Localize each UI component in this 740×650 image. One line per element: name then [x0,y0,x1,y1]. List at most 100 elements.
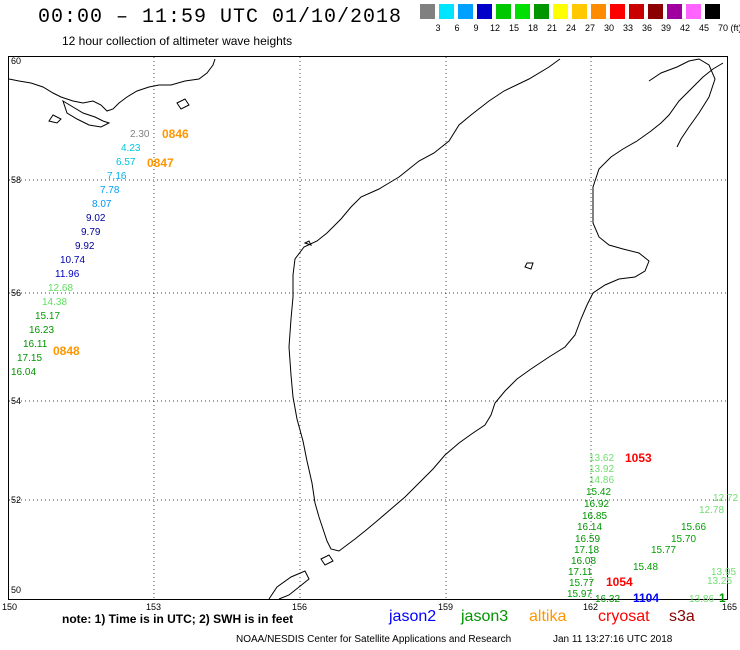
lon-label: 150 [2,602,18,612]
wave-height-label: 15.70 [671,534,697,545]
legend-label: 9 [473,23,479,33]
kamchatka-coastline [288,58,724,552]
wave-height-label: 15.66 [681,522,707,533]
legend-label: 42 [679,23,690,33]
wave-height-label: 15.42 [586,487,612,498]
wave-height-label: 10.74 [60,255,86,266]
wave-height-label: 16.32 [595,594,621,605]
legend-swatch [610,4,625,19]
wave-height-label: 15.77 [651,545,677,556]
wave-height-label: 17.11 [568,567,593,578]
wave-height-label: 14.38 [42,297,68,308]
legend-swatch [420,4,435,19]
wave-height-label: 17.18 [574,545,600,556]
satellite-name: s3a [669,608,695,625]
pass-time-label: 0847 [147,156,174,170]
legend-swatch [629,4,644,19]
wave-height-label: 16.08 [571,556,597,567]
wave-height-label: 15.77 [569,578,595,589]
legend-label: 70 [717,23,728,33]
pass-time-label: 1054 [606,575,633,589]
lon-label: 153 [146,602,162,612]
wave-height-label: 9.02 [86,213,106,224]
wave-height-label: 8.07 [92,199,112,210]
wave-height-label: 13.25 [707,576,733,587]
wave-height-label: 9.79 [81,227,101,238]
wave-height-label: 13.86 [689,594,715,605]
wave-height-label: 7.78 [100,185,120,196]
legend-swatch [439,4,454,19]
legend-swatch [496,4,511,19]
wave-height-label: 7.16 [107,171,127,182]
legend-swatch [477,4,492,19]
island-small-2 [524,262,534,270]
lat-label: 52 [11,495,22,505]
wave-height-label: 16.85 [582,511,608,522]
legend-swatch [534,4,549,19]
lat-label: 50 [11,585,22,595]
legend-swatch [648,4,663,19]
wave-height-label: 12.78 [699,505,725,516]
legend-label: 39 [660,23,671,33]
wave-height-label: 4.23 [121,143,141,154]
wave-height-label: 16.14 [577,522,603,533]
island-small-3 [303,240,312,246]
legend-swatch [458,4,473,19]
legend-label: 21 [546,23,557,33]
wave-height-label: 2.30 [130,129,150,140]
credit-text: NOAA/NESDIS Center for Satellite Applica… [236,634,512,645]
units-note: note: 1) Time is in UTC; 2) SWH is in fe… [62,612,294,626]
lat-label: 56 [11,288,22,298]
wave-height-label: 11.96 [55,269,80,280]
island-north-east [648,58,716,148]
legend-unit: (ft) [730,23,740,33]
lat-label: 54 [11,396,22,406]
pass-time-label: 0848 [53,344,80,358]
lon-label: 165 [722,602,738,612]
timestamp-text: Jan 11 13:27:16 UTC 2018 [553,634,673,645]
wave-height-label: 12.68 [48,283,74,294]
lat-label: 60 [11,56,22,66]
wave-height-label: 16.04 [11,367,37,378]
legend-label: 3 [435,23,441,33]
wave-height-label: 13.92 [589,464,615,475]
lon-label: 156 [292,602,308,612]
legend-swatch [705,4,720,19]
legend-label: 15 [508,23,519,33]
legend-label: 33 [622,23,633,33]
satellite-name: jason2 [389,608,437,625]
legend-label: 36 [641,23,652,33]
legend-label: 6 [454,23,460,33]
okhotsk-north-coast [9,58,216,112]
wave-height-label: 15.17 [35,311,61,322]
legend-swatch [515,4,530,19]
legend-label: 45 [698,23,709,33]
page-subtitle: 12 hour collection of altimeter wave hei… [62,34,293,48]
legend-swatch [591,4,606,19]
wave-height-label: 6.57 [116,157,136,168]
pass-time-label: 1053 [625,451,652,465]
pass-time-label: 1 [719,591,726,605]
pass-time-label: 0846 [162,127,189,141]
legend-label: 30 [603,23,614,33]
legend-label: 12 [489,23,500,33]
island-small-1 [48,114,62,124]
legend-label: 18 [527,23,538,33]
lon-label: 159 [438,602,454,612]
wave-height-label: 12.72 [713,493,739,504]
wave-height-label: 15.48 [633,562,659,573]
legend-swatch [686,4,701,19]
island-nw-small [176,98,190,110]
wave-height-label: 17.15 [17,353,43,364]
wave-height-label: 16.59 [575,534,601,545]
coastline-map [9,57,727,599]
legend-swatch [667,4,682,19]
wave-height-label: 14.86 [589,475,615,486]
legend-label: 27 [584,23,595,33]
island-south-1 [268,570,310,599]
legend-swatch [572,4,587,19]
wave-height-label: 15.97 [567,589,593,600]
wave-height-label: 13.95 [711,567,737,578]
peninsula-north [62,99,111,128]
legend-label: 24 [565,23,576,33]
